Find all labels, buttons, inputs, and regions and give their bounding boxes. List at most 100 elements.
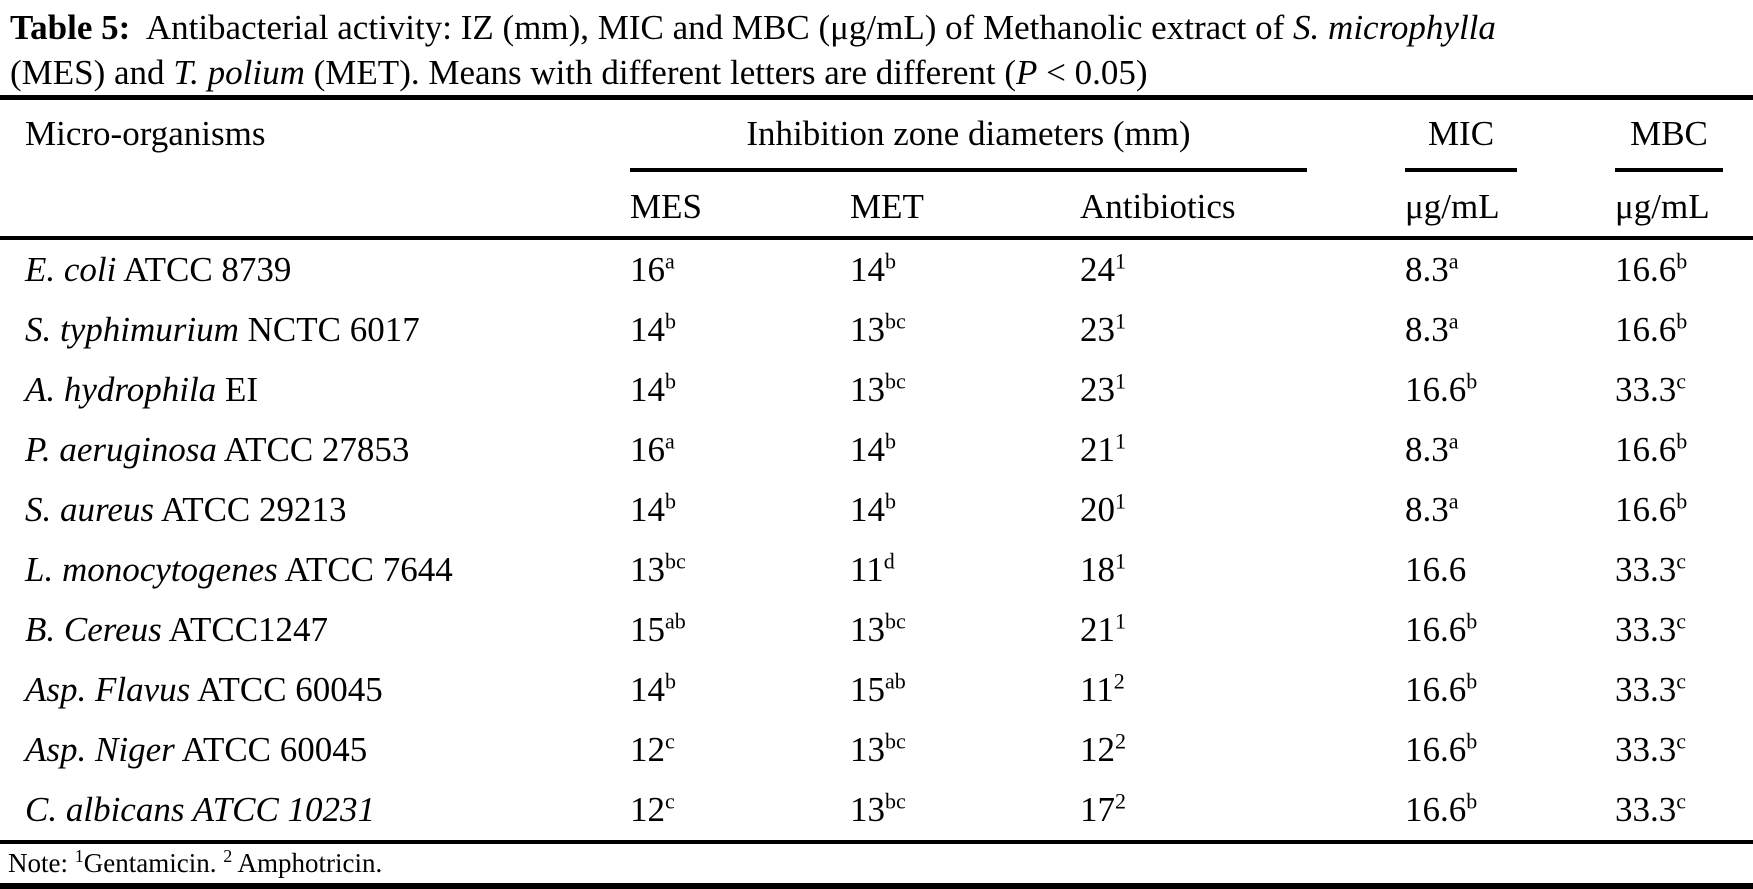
mbc-value: 16.6: [1615, 490, 1677, 529]
met-value-cell: 13bc: [825, 780, 1055, 842]
organism-strain: ATCC 8739: [123, 250, 292, 289]
mbc-value: 33.3: [1615, 790, 1677, 829]
antibiotics-marker: 1: [1115, 548, 1126, 574]
mbc-value: 33.3: [1615, 550, 1677, 589]
mbc-sig-letter: b: [1676, 488, 1688, 514]
mbc-value-cell: 16.6b: [1590, 420, 1753, 480]
mic-sig-letter: a: [1448, 308, 1459, 334]
mbc-value-cell: 33.3c: [1590, 720, 1753, 780]
met-sig-letter: b: [885, 488, 896, 514]
footnote: Note: 1Gentamicin. 2 Amphotricin.: [0, 844, 1753, 878]
antibiotics-value-cell: 112: [1055, 660, 1380, 720]
mes-sig-letter: b: [665, 308, 676, 334]
mbc-sig-letter: c: [1676, 668, 1687, 694]
organism-cell: L. monocytogenes ATCC 7644: [0, 540, 605, 600]
mes-sig-letter: bc: [665, 548, 686, 574]
mes-value: 12: [630, 730, 665, 769]
mes-value-cell: 14b: [605, 660, 825, 720]
mes-sig-letter: b: [665, 668, 676, 694]
mes-value: 15: [630, 610, 665, 649]
antibiotics-value: 17: [1080, 790, 1115, 829]
mic-value-cell: 8.3a: [1380, 300, 1590, 360]
mic-value-cell: 16.6b: [1380, 360, 1590, 420]
column-group-inhibition-zone: Inhibition zone diameters (mm): [605, 98, 1380, 172]
mic-sig-letter: b: [1466, 668, 1478, 694]
mic-sig-letter: a: [1448, 248, 1459, 274]
mes-value-cell: 12c: [605, 720, 825, 780]
mic-value: 16.6: [1405, 370, 1467, 409]
mbc-value-cell: 33.3c: [1590, 540, 1753, 600]
mic-value: 16.6: [1405, 550, 1467, 589]
organism-species: S. typhimurium: [25, 310, 239, 349]
table-header: Micro-organisms Inhibition zone diameter…: [0, 97, 1753, 240]
subheader-met: MET: [825, 172, 1055, 240]
organism-strain: ATCC 60045: [197, 670, 383, 709]
table-row: Asp. Niger ATCC 60045 12c 13bc 122 16.6b…: [0, 720, 1753, 780]
met-value: 11: [850, 550, 884, 589]
antibiotics-marker: 1: [1115, 248, 1126, 274]
antibiotics-value-cell: 231: [1055, 360, 1380, 420]
antibiotics-marker: 2: [1115, 788, 1126, 814]
organism-cell: C. albicans ATCC 10231: [0, 780, 605, 842]
mbc-sig-letter: b: [1676, 308, 1688, 334]
met-sig-letter: b: [885, 428, 896, 454]
organism-strain: ATCC 60045: [181, 730, 368, 769]
mes-value-cell: 14b: [605, 480, 825, 540]
antibiotics-value-cell: 211: [1055, 420, 1380, 480]
antibiotics-value-cell: 201: [1055, 480, 1380, 540]
mbc-sig-letter: c: [1676, 608, 1687, 634]
antibiotics-marker: 1: [1115, 428, 1126, 454]
mbc-value-cell: 33.3c: [1590, 780, 1753, 842]
bottom-edge-bar: [0, 883, 1753, 889]
p-value-symbol: P: [1015, 53, 1038, 92]
organism-strain: ATCC1247: [168, 610, 329, 649]
species-name-1: S. microphylla: [1293, 8, 1496, 47]
met-value: 13: [850, 610, 885, 649]
subheader-mes: MES: [605, 172, 825, 240]
mic-sig-letter: b: [1466, 368, 1478, 394]
column-header-mic: MIC: [1380, 98, 1590, 172]
mes-value: 16: [630, 430, 665, 469]
met-sig-letter: b: [885, 248, 896, 274]
mbc-value-cell: 16.6b: [1590, 300, 1753, 360]
mes-value: 14: [630, 370, 665, 409]
met-value-cell: 13bc: [825, 360, 1055, 420]
met-value: 13: [850, 310, 885, 349]
mes-value-cell: 16a: [605, 238, 825, 300]
mbc-value-cell: 16.6b: [1590, 238, 1753, 300]
mes-value-cell: 13bc: [605, 540, 825, 600]
met-sig-letter: bc: [885, 608, 906, 634]
antibiotics-value: 21: [1080, 430, 1115, 469]
met-value: 14: [850, 430, 885, 469]
antibiotics-value-cell: 211: [1055, 600, 1380, 660]
mic-value: 16.6: [1405, 670, 1467, 709]
antibiotics-value-cell: 231: [1055, 300, 1380, 360]
antibiotics-value-cell: 241: [1055, 238, 1380, 300]
antibiotics-value-cell: 181: [1055, 540, 1380, 600]
mic-label: MIC: [1405, 112, 1517, 172]
mes-value: 16: [630, 250, 665, 289]
met-value: 15: [850, 670, 885, 709]
table-row: S. aureus ATCC 29213 14b 14b 201 8.3a 16…: [0, 480, 1753, 540]
mbc-value-cell: 16.6b: [1590, 480, 1753, 540]
mes-value-cell: 14b: [605, 300, 825, 360]
antibiotics-marker: 1: [1115, 368, 1126, 394]
met-value: 13: [850, 790, 885, 829]
footnote-text-1: Gentamicin.: [83, 848, 224, 878]
mic-value: 8.3: [1405, 490, 1449, 529]
met-value-cell: 15ab: [825, 660, 1055, 720]
mic-value: 16.6: [1405, 790, 1467, 829]
mic-sig-letter: a: [1448, 488, 1459, 514]
results-table: Micro-organisms Inhibition zone diameter…: [0, 95, 1753, 844]
subheader-mic-unit: μg/mL: [1380, 172, 1590, 240]
mic-value: 16.6: [1405, 730, 1467, 769]
met-value-cell: 14b: [825, 238, 1055, 300]
footnote-marker-2: 2: [223, 846, 233, 866]
mic-sig-letter: b: [1466, 728, 1478, 754]
mbc-sig-letter: b: [1676, 248, 1688, 274]
mbc-sig-letter: c: [1676, 788, 1687, 814]
mbc-value: 16.6: [1615, 250, 1677, 289]
mic-value-cell: 16.6b: [1380, 600, 1590, 660]
organism-strain: ATCC 27853: [223, 430, 410, 469]
